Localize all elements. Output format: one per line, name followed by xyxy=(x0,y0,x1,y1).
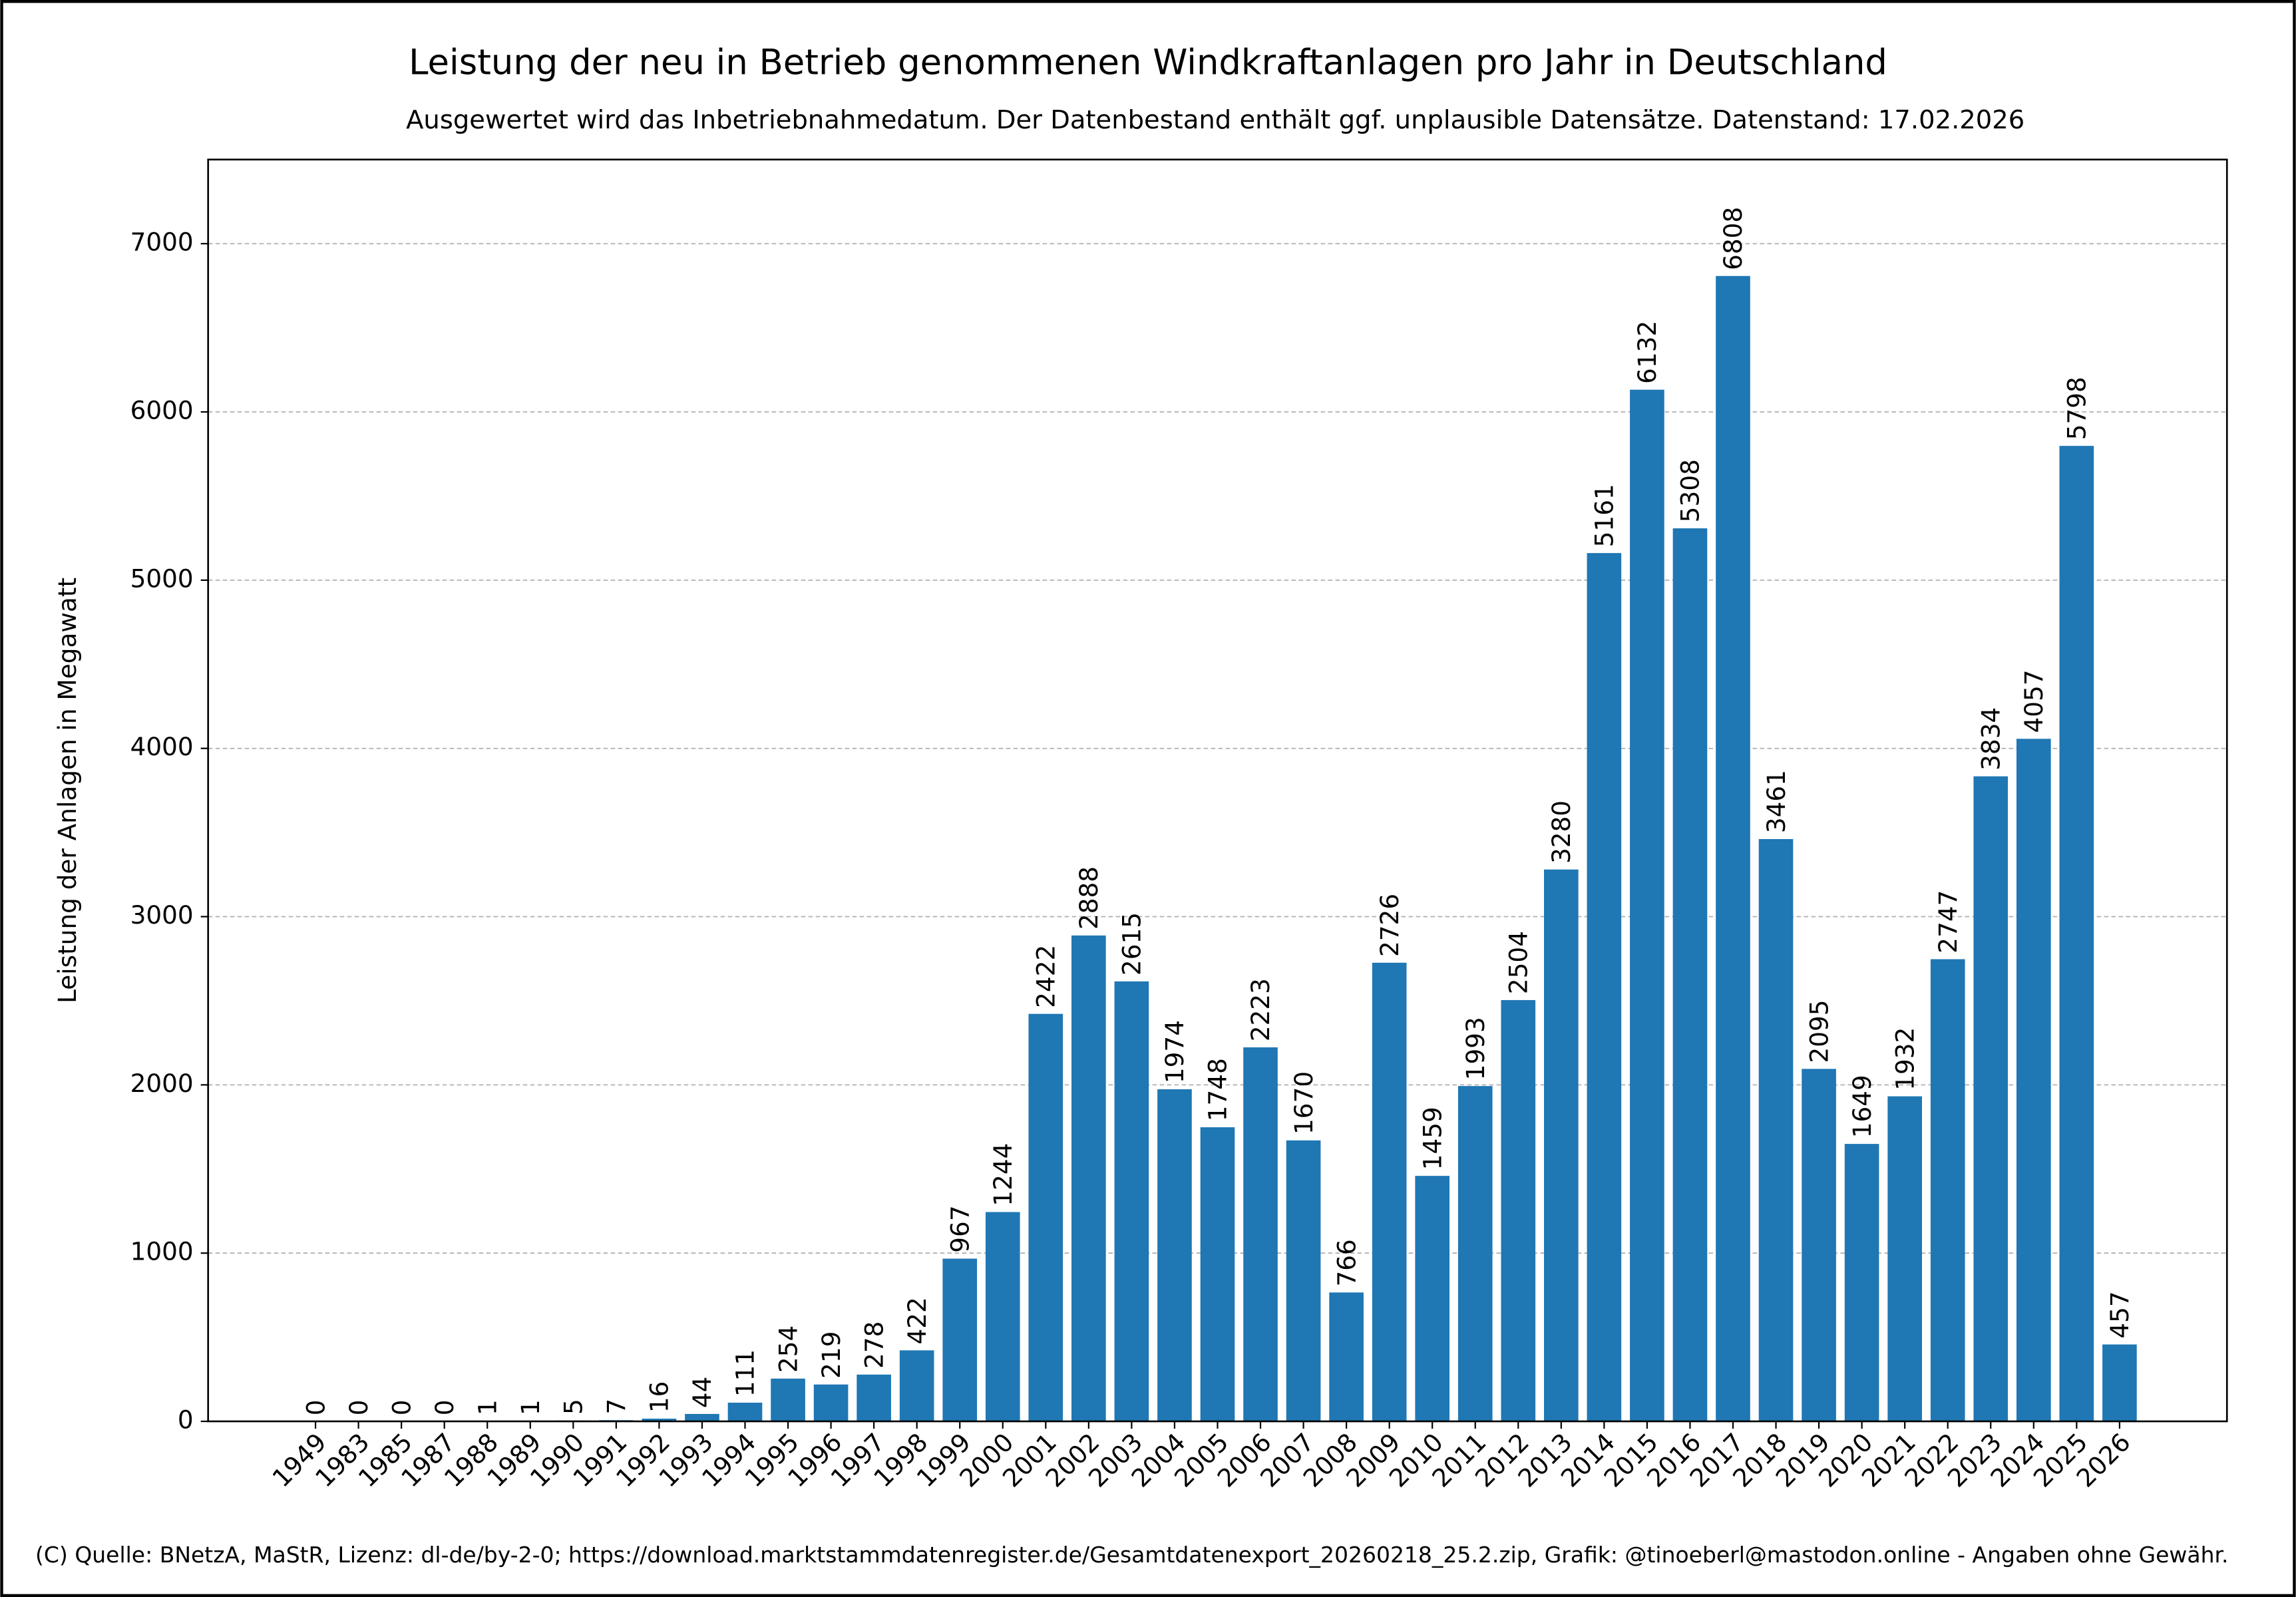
value-label: 3280 xyxy=(1547,800,1576,864)
bar xyxy=(1457,1086,1493,1422)
bar xyxy=(813,1384,849,1422)
bar xyxy=(1329,1292,1364,1422)
bar xyxy=(1415,1176,1450,1422)
value-label: 219 xyxy=(817,1331,846,1379)
value-label: 1649 xyxy=(1847,1075,1877,1138)
value-label: 4057 xyxy=(2019,669,2048,733)
bar xyxy=(857,1374,891,1422)
value-label: 5308 xyxy=(1676,459,1705,522)
bar xyxy=(1501,999,1536,1422)
bar xyxy=(1716,275,1750,1422)
bar xyxy=(727,1402,763,1422)
bar xyxy=(1028,1013,1063,1422)
value-label: 6132 xyxy=(1632,321,1662,384)
value-label: 2504 xyxy=(1503,931,1533,994)
value-label: 1244 xyxy=(988,1143,1018,1206)
value-label: 44 xyxy=(687,1377,717,1409)
value-label: 111 xyxy=(731,1349,760,1397)
value-label: 0 xyxy=(387,1399,416,1415)
footer: (C) Quelle: BNetzA, MaStR, Lizenz: dl-de… xyxy=(35,1542,2228,1568)
bar xyxy=(899,1350,934,1422)
y-tick-label: 0 xyxy=(178,1405,194,1435)
bar xyxy=(1930,959,1965,1422)
bar xyxy=(942,1258,978,1422)
value-label: 3834 xyxy=(1976,707,2005,771)
y-tick-label: 3000 xyxy=(130,900,194,930)
value-label: 1993 xyxy=(1461,1017,1490,1080)
value-label: 3461 xyxy=(1762,770,1791,833)
value-label: 1459 xyxy=(1418,1107,1447,1170)
value-label: 1670 xyxy=(1289,1071,1318,1135)
value-label: 1 xyxy=(516,1399,545,1415)
bar xyxy=(1243,1047,1278,1422)
bar xyxy=(1973,776,2009,1422)
value-label: 2095 xyxy=(1804,999,1833,1063)
y-tick-label: 7000 xyxy=(130,228,194,257)
value-label: 1974 xyxy=(1160,1020,1189,1083)
bar xyxy=(771,1378,805,1422)
bar xyxy=(1887,1096,1923,1422)
value-label: 2223 xyxy=(1246,978,1275,1041)
value-label: 2422 xyxy=(1032,945,1061,1008)
value-label: 457 xyxy=(2105,1291,2134,1338)
bar xyxy=(2016,739,2051,1422)
y-tick-label: 1000 xyxy=(130,1237,194,1266)
bar xyxy=(1071,935,1106,1422)
value-label: 5161 xyxy=(1590,484,1619,547)
value-label: 1748 xyxy=(1203,1058,1233,1121)
value-label: 0 xyxy=(430,1399,459,1415)
value-label: 6808 xyxy=(1718,207,1748,270)
value-label: 2726 xyxy=(1375,894,1404,957)
value-label: 254 xyxy=(773,1326,803,1373)
value-label: 2888 xyxy=(1074,866,1103,930)
value-label: 1 xyxy=(473,1399,502,1415)
bar xyxy=(685,1413,719,1422)
value-label: 0 xyxy=(344,1399,373,1415)
bar xyxy=(1157,1089,1192,1422)
value-label: 2747 xyxy=(1933,890,1963,954)
y-tick-label: 5000 xyxy=(130,564,194,593)
y-tick-label: 2000 xyxy=(130,1069,194,1098)
bar xyxy=(1802,1069,1836,1422)
value-label: 5798 xyxy=(2062,377,2092,440)
y-tick-label: 6000 xyxy=(130,396,194,425)
bar xyxy=(1200,1127,1235,1422)
bar xyxy=(985,1212,1020,1422)
bar xyxy=(2059,446,2094,1422)
bar xyxy=(1672,528,1708,1422)
bar xyxy=(1286,1140,1321,1422)
value-label: 278 xyxy=(859,1322,888,1369)
bar xyxy=(1372,962,1407,1422)
bar xyxy=(1587,553,1622,1422)
value-label: 7 xyxy=(602,1399,631,1415)
value-label: 16 xyxy=(645,1381,674,1413)
value-label: 5 xyxy=(559,1399,588,1415)
bar xyxy=(642,1418,677,1422)
value-label: 2615 xyxy=(1117,912,1147,976)
y-axis-label: Leistung der Anlagen in Megawatt xyxy=(53,578,82,1003)
bar xyxy=(1844,1144,1879,1422)
value-label: 0 xyxy=(301,1399,330,1415)
bar xyxy=(1544,869,1579,1422)
chart-title: Leistung der neu in Betrieb genommenen W… xyxy=(409,42,1887,83)
plot-frame xyxy=(207,158,2228,1423)
value-label: 766 xyxy=(1332,1239,1361,1286)
value-label: 1932 xyxy=(1890,1027,1919,1091)
bar xyxy=(1114,981,1149,1422)
y-tick-label: 4000 xyxy=(130,732,194,761)
value-label: 967 xyxy=(945,1205,974,1252)
bar xyxy=(1758,838,1794,1422)
chart-subtitle: Ausgewertet wird das Inbetriebnahmedatum… xyxy=(406,105,2024,135)
value-label: 422 xyxy=(902,1297,932,1344)
bar xyxy=(2102,1344,2137,1422)
bar xyxy=(1630,389,1664,1422)
